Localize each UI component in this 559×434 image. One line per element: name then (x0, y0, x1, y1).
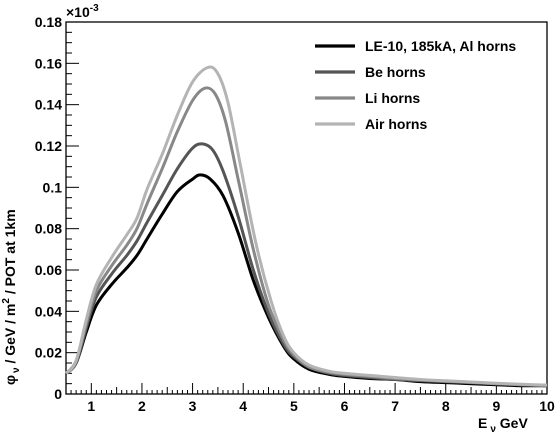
y-tick-label: 0.12 (35, 138, 62, 154)
x-tick-label: 1 (87, 398, 95, 414)
series-line (64, 173, 548, 388)
x-axis: 1 2 3 4 5 6 7 8 9 10 (65, 383, 555, 414)
x-tick-label: 6 (341, 398, 349, 414)
y-tick-label: 0.08 (35, 221, 62, 237)
y-tick-label: 0 (54, 386, 62, 402)
y-tick-label: 0.18 (35, 14, 62, 30)
x-tick-label: 4 (239, 398, 247, 414)
series-line (64, 142, 548, 388)
x-tick-label: 2 (138, 398, 146, 414)
x-tick-label: 3 (189, 398, 197, 414)
legend: LE-10, 185kA, Al horns Be horns Li horns Ai… (315, 38, 516, 132)
y-tick-label: 0.02 (35, 345, 62, 361)
x-tick-label: 5 (290, 398, 298, 414)
y-axis-label: φν / GeV / m2 / POT at 1km (1, 209, 22, 385)
y-tick-label: 0.14 (35, 97, 62, 113)
legend-label: LE-10, 185kA, Al horns (365, 38, 516, 54)
x-tick-label: 7 (391, 398, 399, 414)
legend-label: Air horns (365, 116, 427, 132)
x-tick-label: 10 (539, 398, 555, 414)
plot-frame (65, 21, 548, 395)
legend-label: Li horns (365, 90, 420, 106)
series-lines (64, 65, 548, 388)
legend-label: Be horns (365, 64, 426, 80)
y-tick-label: 0.06 (35, 262, 62, 278)
y-tick-label: 0.1 (43, 179, 63, 195)
series-line (64, 65, 548, 387)
y-axis: 0 0.02 0.04 0.06 0.08 0.1 0.12 0.14 0.16 0.18 (35, 14, 79, 402)
y-tick-label: 0.04 (35, 303, 62, 319)
y-multiplier: ×10-3 (66, 3, 99, 20)
y-tick-label: 0.16 (35, 55, 62, 71)
x-tick-label: 8 (442, 398, 450, 414)
x-tick-label: 9 (492, 398, 500, 414)
